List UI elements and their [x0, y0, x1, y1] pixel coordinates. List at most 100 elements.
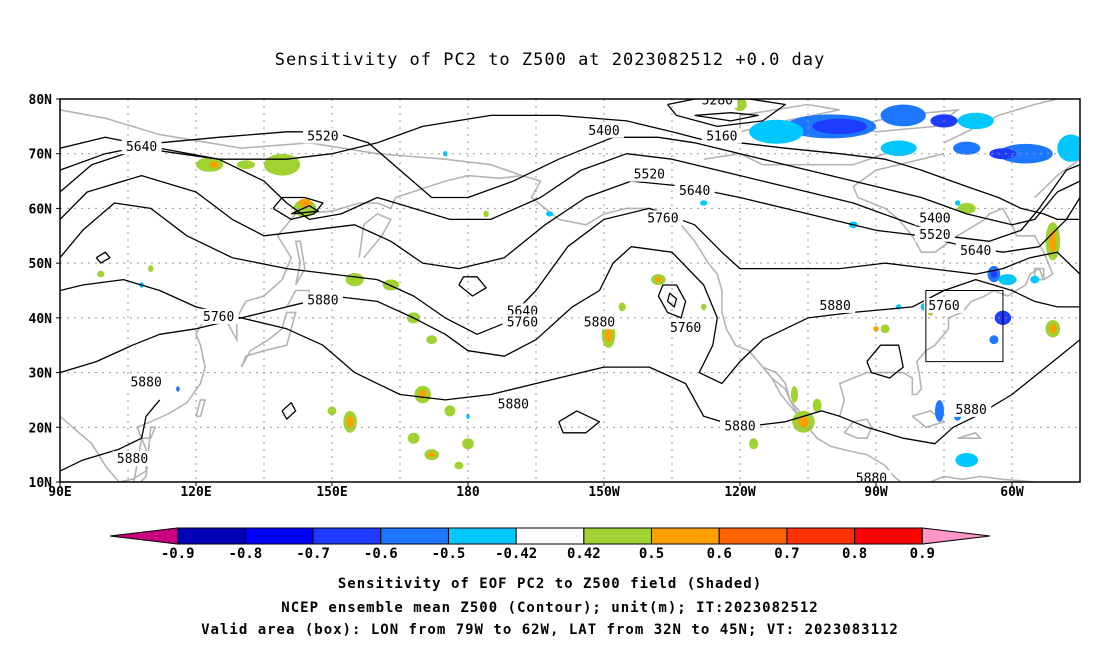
z500-contour-line	[694, 112, 759, 122]
z500-contour-line	[281, 402, 297, 420]
sensitivity-shading	[97, 99, 1080, 470]
sensitivity-patch	[148, 265, 154, 272]
colorbar-segment	[515, 527, 585, 545]
colorbar-segment	[312, 527, 382, 545]
sensitivity-patch	[798, 416, 809, 428]
sensitivity-patch	[454, 461, 464, 470]
caption-shading: Sensitivity of EOF PC2 to Z500 field (Sh…	[337, 576, 763, 592]
lat-tick-label: 40N	[29, 312, 53, 327]
z500-contour-line	[866, 344, 904, 379]
colorbar-tick-label: 0.5	[639, 546, 664, 562]
contour-label: 5760	[670, 321, 701, 336]
contour-label-bg	[955, 243, 996, 259]
coastline-segment	[522, 174, 903, 482]
colorbar-segment	[177, 527, 246, 545]
sensitivity-patch	[428, 451, 436, 458]
sensitivity-patch	[701, 303, 707, 311]
z500-contour-line	[60, 147, 1080, 242]
z500-contour-line	[290, 205, 320, 215]
sensitivity-patch	[298, 198, 312, 208]
contour-label-bg	[502, 314, 543, 330]
sensitivity-patch	[749, 438, 759, 450]
coastline-segment	[240, 311, 297, 368]
contour-label: 5400	[919, 211, 950, 226]
sensitivity-patch	[880, 324, 890, 334]
sensitivity-patch	[236, 160, 255, 170]
contour-label: 5520	[634, 168, 665, 183]
lat-tick-label: 60N	[29, 202, 53, 217]
sensitivity-patch	[1030, 275, 1040, 284]
lat-tick-label: 30N	[29, 367, 53, 382]
sensitivity-patch	[955, 453, 978, 468]
contour-label: 5640	[960, 244, 991, 259]
contour-label-bg	[579, 314, 620, 330]
sensitivity-patch	[444, 405, 456, 417]
sensitivity-patch	[935, 400, 944, 422]
contour-label: 5400	[588, 124, 619, 139]
colorbar-tick-label: -0.7	[296, 546, 330, 562]
coastline-segment	[838, 152, 1054, 417]
sensitivity-patch	[327, 406, 337, 416]
colorbar-tick-label: -0.9	[161, 546, 195, 562]
contour-label-bg	[493, 396, 534, 412]
sensitivity-patch	[655, 276, 662, 283]
coastline-segment	[943, 99, 1058, 144]
contour-label: 5880	[498, 397, 529, 412]
longitude-labels: 90E 120E 150E 180 150W 120W 90W 60W	[48, 482, 1024, 500]
contour-label-bg	[697, 99, 738, 108]
lat-tick-label: 20N	[29, 421, 53, 436]
sensitivity-patch	[176, 386, 180, 392]
colorbar-segment	[718, 527, 788, 545]
sensitivity-patch	[880, 140, 917, 156]
z500-contour-line	[60, 202, 1080, 335]
contour-label: 5760	[647, 211, 678, 226]
colorbar-segment	[651, 527, 720, 545]
colorbar-tick-label: 0.6	[707, 546, 732, 562]
lon-tick-label: 150E	[316, 485, 347, 500]
contour-label-bg	[720, 418, 760, 434]
sensitivity-patch	[209, 161, 219, 168]
colorbar-segment	[583, 527, 653, 545]
sensitivity-patch	[749, 119, 804, 144]
sensitivity-patch	[812, 118, 867, 135]
latitude-labels: 80N 70N 60N 50N 40N 30N 20N 10N	[29, 93, 60, 491]
sensitivity-patch	[407, 432, 420, 444]
contour-label: 5520	[919, 228, 950, 243]
sensitivity-patch	[953, 141, 981, 155]
colorbar-segment	[786, 527, 856, 545]
colorbar-tick-label: 0.7	[774, 546, 799, 562]
contour-label: 5520	[307, 129, 338, 144]
contour-label: 5880	[956, 403, 987, 418]
coastline-segment	[1033, 267, 1045, 281]
graticule	[59, 99, 1080, 482]
contour-label-bg	[629, 166, 670, 182]
contour-label: 5760	[203, 310, 234, 325]
coastline-segment	[294, 240, 306, 286]
contour-label: 5880	[307, 293, 338, 308]
lon-tick-label: 60W	[1000, 485, 1024, 500]
colorbar-tick-label: 0.9	[910, 546, 935, 562]
z500-contour-line	[60, 399, 161, 472]
sensitivity-patch	[1049, 230, 1057, 253]
coastline-segment	[358, 212, 393, 259]
contour-label-bg	[584, 122, 624, 138]
contour-label-bg	[951, 401, 992, 417]
lon-tick-label: 150W	[588, 485, 619, 500]
z500-contour-line	[272, 196, 324, 221]
z500-contour-line	[558, 410, 601, 434]
contour-label: 5280	[702, 94, 733, 109]
lon-tick-label: 90E	[48, 485, 71, 500]
contour-label-bg	[914, 210, 955, 226]
map-title: Sensitivity of PC2 to Z500 at 2023082512…	[274, 50, 826, 70]
colorbar-segment	[854, 527, 923, 545]
sensitivity-patch	[790, 386, 799, 403]
contour-label-bg	[851, 470, 892, 482]
colorbar-tick-label: 0.8	[842, 546, 867, 562]
colorbar-tick-label: -0.5	[432, 546, 466, 562]
contour-label: 5640	[126, 140, 157, 155]
contour-label: 5880	[117, 452, 148, 467]
sensitivity-patch	[483, 210, 489, 218]
